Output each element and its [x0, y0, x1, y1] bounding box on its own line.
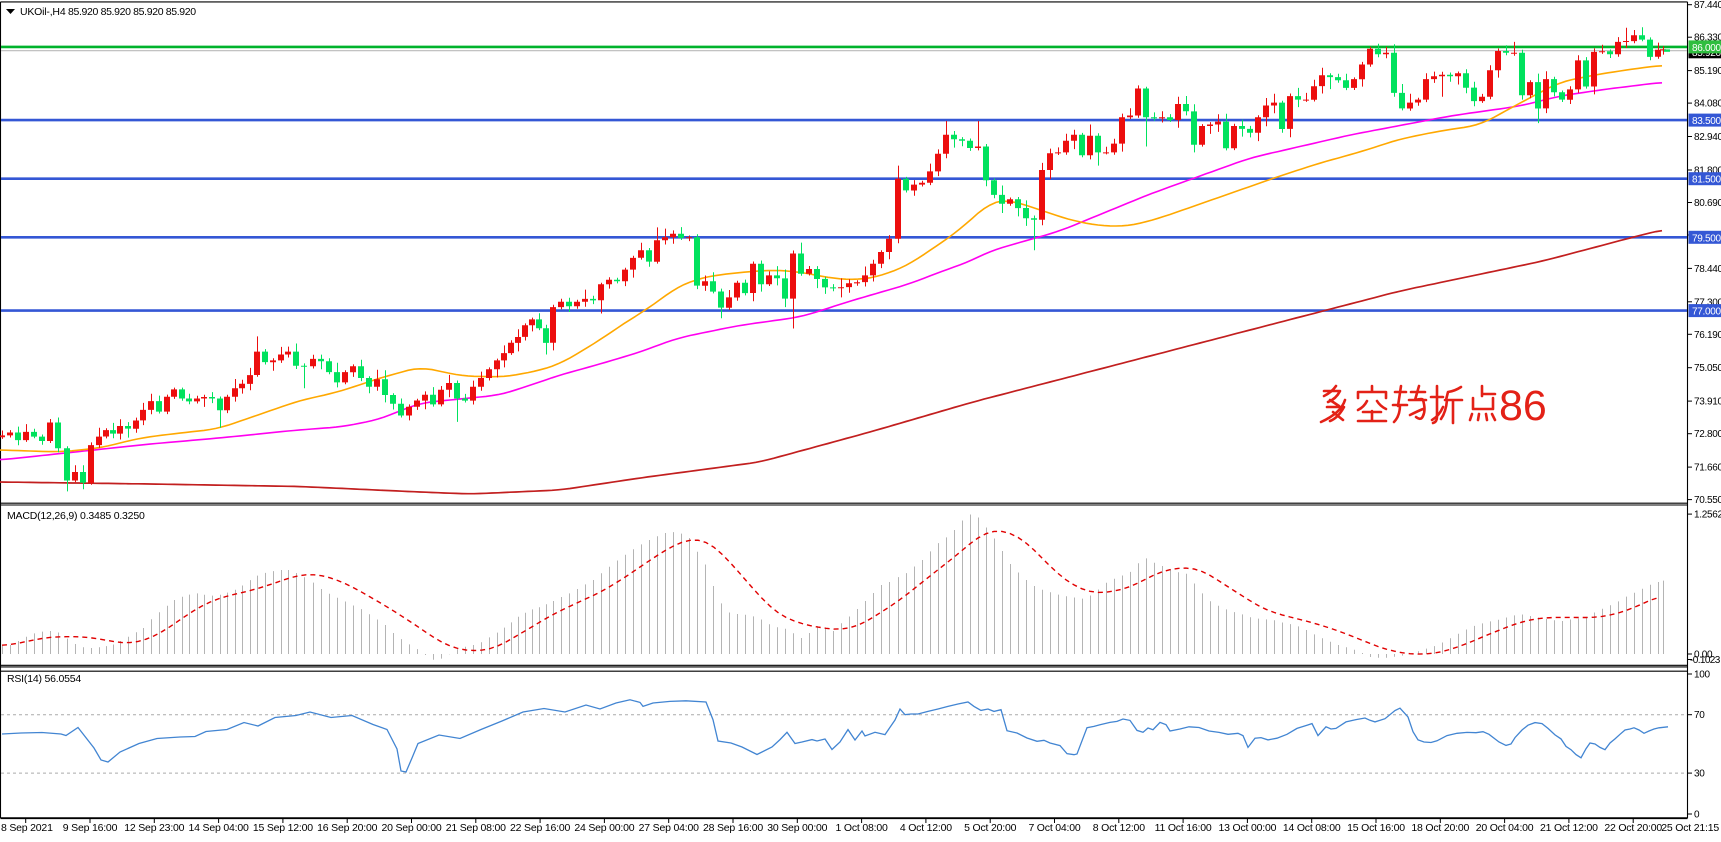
- svg-text:UKOil-,H4: UKOil-,H4: [20, 6, 66, 18]
- svg-text:24 Sep 00:00: 24 Sep 00:00: [574, 822, 634, 834]
- svg-text:83.500: 83.500: [1692, 116, 1721, 127]
- svg-text:84.080: 84.080: [1694, 99, 1721, 110]
- svg-text:RSI(14) 56.0554: RSI(14) 56.0554: [7, 673, 81, 685]
- svg-text:15 Sep 12:00: 15 Sep 12:00: [253, 822, 313, 834]
- svg-text:79.500: 79.500: [1692, 233, 1721, 244]
- svg-text:21 Oct 12:00: 21 Oct 12:00: [1540, 822, 1598, 834]
- svg-text:71.660: 71.660: [1694, 463, 1721, 474]
- svg-text:100: 100: [1694, 670, 1711, 681]
- svg-text:1.2562: 1.2562: [1694, 510, 1721, 521]
- svg-text:22 Oct 20:00: 22 Oct 20:00: [1604, 822, 1662, 834]
- svg-text:77.000: 77.000: [1692, 307, 1721, 318]
- svg-text:20 Oct 04:00: 20 Oct 04:00: [1476, 822, 1534, 834]
- svg-text:22 Sep 16:00: 22 Sep 16:00: [510, 822, 570, 834]
- svg-text:70.550: 70.550: [1694, 495, 1721, 506]
- svg-text:13 Oct 00:00: 13 Oct 00:00: [1219, 822, 1277, 834]
- svg-text:78.440: 78.440: [1694, 264, 1721, 275]
- svg-text:75.050: 75.050: [1694, 363, 1721, 374]
- svg-text:18 Oct 20:00: 18 Oct 20:00: [1411, 822, 1469, 834]
- svg-text:85.920 85.920 85.920 85.920: 85.920 85.920 85.920 85.920: [68, 6, 196, 18]
- svg-text:12 Sep 23:00: 12 Sep 23:00: [124, 822, 184, 834]
- svg-text:16 Sep 20:00: 16 Sep 20:00: [317, 822, 377, 834]
- svg-text:8 Oct 12:00: 8 Oct 12:00: [1093, 822, 1145, 834]
- svg-text:30 Sep 00:00: 30 Sep 00:00: [767, 822, 827, 834]
- svg-text:86.000: 86.000: [1692, 43, 1721, 54]
- svg-text:76.190: 76.190: [1694, 330, 1721, 341]
- svg-text:5 Oct 20:00: 5 Oct 20:00: [964, 822, 1016, 834]
- svg-text:15 Oct 16:00: 15 Oct 16:00: [1347, 822, 1405, 834]
- svg-text:30: 30: [1694, 769, 1705, 780]
- svg-text:82.940: 82.940: [1694, 132, 1721, 143]
- svg-text:7 Oct 04:00: 7 Oct 04:00: [1028, 822, 1080, 834]
- svg-text:14 Sep 04:00: 14 Sep 04:00: [189, 822, 249, 834]
- svg-text:87.440: 87.440: [1694, 0, 1721, 11]
- svg-text:-0.1023: -0.1023: [1690, 655, 1721, 666]
- svg-text:72.800: 72.800: [1694, 429, 1721, 440]
- svg-text:25 Oct 21:15: 25 Oct 21:15: [1661, 822, 1719, 834]
- svg-text:4 Oct 12:00: 4 Oct 12:00: [900, 822, 952, 834]
- svg-text:9 Sep 16:00: 9 Sep 16:00: [63, 822, 118, 834]
- svg-text:8 Sep 2021: 8 Sep 2021: [1, 822, 53, 834]
- svg-text:MACD(12,26,9) 0.3485 0.3250: MACD(12,26,9) 0.3485 0.3250: [7, 510, 145, 522]
- svg-text:81.500: 81.500: [1692, 175, 1721, 186]
- svg-text:73.910: 73.910: [1694, 397, 1721, 408]
- svg-text:20 Sep 00:00: 20 Sep 00:00: [381, 822, 441, 834]
- svg-text:1 Oct 08:00: 1 Oct 08:00: [836, 822, 888, 834]
- svg-text:85.190: 85.190: [1694, 66, 1721, 77]
- svg-text:27 Sep 04:00: 27 Sep 04:00: [639, 822, 699, 834]
- svg-text:21 Sep 08:00: 21 Sep 08:00: [446, 822, 506, 834]
- svg-text:11 Oct 16:00: 11 Oct 16:00: [1155, 822, 1212, 834]
- svg-text:80.690: 80.690: [1694, 198, 1721, 209]
- svg-text:86: 86: [1499, 382, 1547, 430]
- svg-text:14 Oct 08:00: 14 Oct 08:00: [1283, 822, 1341, 834]
- svg-text:0: 0: [1694, 810, 1700, 821]
- svg-text:70: 70: [1694, 710, 1705, 721]
- svg-text:28 Sep 16:00: 28 Sep 16:00: [703, 822, 763, 834]
